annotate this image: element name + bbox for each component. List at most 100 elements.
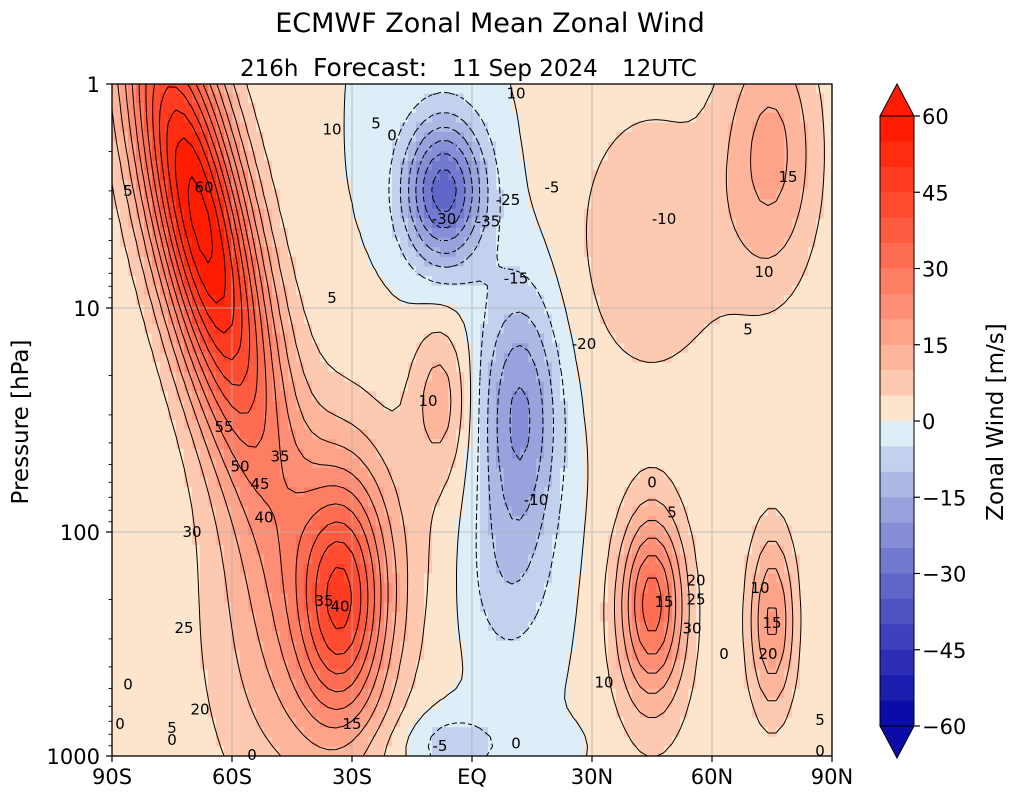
field-cell	[624, 352, 633, 363]
field-cell	[496, 602, 505, 613]
field-cell	[312, 295, 321, 306]
field-cell	[320, 208, 329, 219]
field-cell	[672, 496, 681, 507]
field-cell	[760, 160, 769, 171]
field-cell	[432, 199, 441, 210]
field-cell	[280, 256, 289, 267]
field-cell	[432, 189, 441, 200]
field-cell	[664, 199, 673, 210]
field-cell	[672, 295, 681, 306]
field-cell	[520, 506, 529, 517]
field-cell	[824, 180, 833, 191]
field-cell	[400, 583, 409, 594]
field-cell	[392, 343, 401, 354]
field-cell	[496, 448, 505, 459]
field-cell	[216, 400, 225, 411]
field-cell	[144, 410, 153, 421]
field-cell	[448, 381, 457, 392]
field-cell	[488, 458, 497, 469]
field-cell	[328, 333, 337, 344]
field-cell	[120, 612, 129, 623]
field-cell	[456, 448, 465, 459]
field-cell	[720, 448, 729, 459]
field-cell	[264, 189, 273, 200]
field-cell	[544, 199, 553, 210]
field-cell	[560, 247, 569, 258]
field-cell	[296, 103, 305, 114]
field-cell	[264, 535, 273, 546]
field-cell	[472, 122, 481, 133]
field-cell	[792, 602, 801, 613]
field-cell	[208, 602, 217, 613]
field-cell	[192, 141, 201, 152]
field-cell	[816, 372, 825, 383]
field-cell	[296, 285, 305, 296]
field-cell	[456, 535, 465, 546]
field-cell	[368, 314, 377, 325]
field-cell	[504, 554, 513, 565]
field-cell	[464, 554, 473, 565]
field-cell	[648, 189, 657, 200]
field-cell	[632, 180, 641, 191]
field-cell	[128, 93, 137, 104]
field-cell	[384, 160, 393, 171]
field-cell	[592, 218, 601, 229]
field-cell	[512, 564, 521, 575]
field-cell	[504, 218, 513, 229]
field-cell	[368, 84, 377, 95]
field-cell	[544, 112, 553, 123]
field-cell	[120, 208, 129, 219]
field-cell	[136, 381, 145, 392]
field-cell	[280, 141, 289, 152]
field-cell	[344, 544, 353, 555]
field-cell	[768, 112, 777, 123]
field-cell	[160, 525, 169, 536]
field-cell	[760, 400, 769, 411]
field-cell	[552, 324, 561, 335]
field-cell	[520, 525, 529, 536]
field-cell	[176, 477, 185, 488]
field-cell	[504, 170, 513, 181]
field-cell	[184, 304, 193, 315]
field-cell	[200, 237, 209, 248]
field-cell	[680, 256, 689, 267]
field-cell	[176, 410, 185, 421]
field-cell	[608, 160, 617, 171]
field-cell	[624, 535, 633, 546]
field-cell	[120, 583, 129, 594]
field-cell	[592, 525, 601, 536]
field-cell	[552, 141, 561, 152]
field-cell	[752, 592, 761, 603]
field-cell	[560, 372, 569, 383]
field-cell	[208, 583, 217, 594]
field-cell	[544, 487, 553, 498]
field-cell	[144, 381, 153, 392]
field-cell	[288, 132, 297, 143]
field-cell	[528, 544, 537, 555]
field-cell	[296, 314, 305, 325]
field-cell	[760, 429, 769, 440]
field-cell	[384, 199, 393, 210]
field-cell	[624, 554, 633, 565]
field-cell	[272, 314, 281, 325]
field-cell	[704, 151, 713, 162]
field-cell	[416, 592, 425, 603]
field-cell	[608, 256, 617, 267]
field-cell	[728, 468, 737, 479]
field-cell	[648, 122, 657, 133]
field-cell	[728, 362, 737, 373]
field-cell	[728, 295, 737, 306]
field-cell	[792, 189, 801, 200]
field-cell	[144, 112, 153, 123]
field-cell	[280, 160, 289, 171]
field-cell	[464, 256, 473, 267]
field-cell	[616, 602, 625, 613]
field-cell	[448, 564, 457, 575]
field-cell	[568, 170, 577, 181]
field-cell	[448, 573, 457, 584]
field-cell	[320, 285, 329, 296]
field-cell	[288, 314, 297, 325]
field-cell	[312, 516, 321, 527]
field-cell	[392, 477, 401, 488]
field-cell	[712, 112, 721, 123]
